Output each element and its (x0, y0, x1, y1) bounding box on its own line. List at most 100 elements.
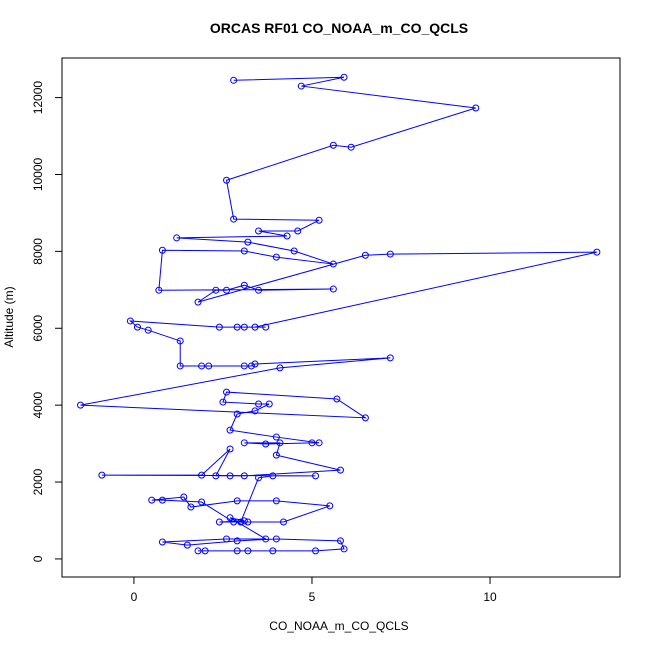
data-point (262, 535, 270, 543)
data-point (240, 439, 248, 447)
data-point (276, 364, 284, 372)
data-point (244, 547, 252, 555)
data-point (308, 439, 316, 447)
data-point (272, 451, 280, 459)
data-point (223, 388, 231, 396)
data-point (244, 518, 252, 526)
data-point (215, 323, 223, 331)
data-point (133, 323, 141, 331)
data-point (144, 326, 152, 334)
data-point (240, 323, 248, 331)
data-point (255, 227, 263, 235)
data-point (312, 547, 320, 555)
data-point (126, 317, 134, 325)
data-point (294, 227, 302, 235)
data-point (312, 472, 320, 480)
data-point (251, 407, 259, 415)
data-point (226, 472, 234, 480)
data-point (176, 337, 184, 345)
data-point (173, 234, 181, 242)
data-point (233, 537, 241, 545)
data-point (251, 360, 259, 368)
data-point (297, 82, 305, 90)
data-point (333, 395, 341, 403)
data-point (230, 518, 238, 526)
data-point (240, 247, 248, 255)
data-point (212, 472, 220, 480)
x-tick-label: 10 (483, 590, 497, 604)
data-point (201, 547, 209, 555)
y-tick-label: 10000 (31, 157, 45, 191)
data-point (315, 439, 323, 447)
data-point (240, 281, 248, 289)
data-point (240, 362, 248, 370)
data-point (315, 216, 323, 224)
y-tick-label: 0 (31, 555, 45, 562)
data-point (272, 433, 280, 441)
data-point (198, 498, 206, 506)
data-point (77, 401, 85, 409)
data-point (215, 518, 223, 526)
x-tick-label: 5 (309, 590, 316, 604)
data-point (158, 538, 166, 546)
data-line (80, 76, 597, 552)
y-tick-label: 2000 (31, 468, 45, 495)
y-tick-label: 8000 (31, 238, 45, 265)
y-tick-label: 12000 (31, 81, 45, 115)
data-point (262, 440, 270, 448)
data-point (158, 246, 166, 254)
data-point (176, 362, 184, 370)
data-point (205, 362, 213, 370)
data-point (272, 497, 280, 505)
data-point (247, 362, 255, 370)
data-point (386, 354, 394, 362)
y-tick-label: 4000 (31, 391, 45, 418)
data-point (226, 426, 234, 434)
data-point (361, 414, 369, 422)
data-point (233, 410, 241, 418)
data-point (340, 73, 348, 81)
data-point (183, 541, 191, 549)
chart-title: ORCAS RF01 CO_NOAA_m_CO_QCLS (210, 20, 468, 36)
data-point (269, 547, 277, 555)
data-point (230, 215, 238, 223)
data-point (233, 497, 241, 505)
data-point (198, 362, 206, 370)
data-point (240, 472, 248, 480)
data-point (237, 518, 245, 526)
data-point (226, 514, 234, 522)
data-point (180, 493, 188, 501)
data-point (194, 298, 202, 306)
data-point (336, 466, 344, 474)
data-point (98, 471, 106, 479)
data-point (290, 247, 298, 255)
data-point (593, 248, 601, 256)
data-point (279, 518, 287, 526)
data-point (336, 537, 344, 545)
data-point (226, 445, 234, 453)
data-point (272, 253, 280, 261)
x-tick-label: 0 (131, 590, 138, 604)
data-point (251, 323, 259, 331)
plot-frame (61, 57, 621, 578)
data-point (240, 517, 248, 525)
data-point (244, 238, 252, 246)
data-point (340, 545, 348, 553)
data-point (198, 471, 206, 479)
data-point (347, 143, 355, 151)
y-tick-label: 6000 (31, 315, 45, 342)
data-point (158, 496, 166, 504)
data-point (269, 472, 277, 480)
data-point (155, 286, 163, 294)
data-point (361, 251, 369, 259)
x-axis-label: CO_NOAA_m_CO_QCLS (269, 619, 408, 633)
data-point (255, 286, 263, 294)
data-point (386, 250, 394, 258)
data-point (329, 141, 337, 149)
data-point (283, 232, 291, 240)
data-point (233, 547, 241, 555)
data-point (472, 104, 480, 112)
data-point (187, 503, 195, 511)
y-axis-label: Altitude (m) (2, 286, 16, 347)
